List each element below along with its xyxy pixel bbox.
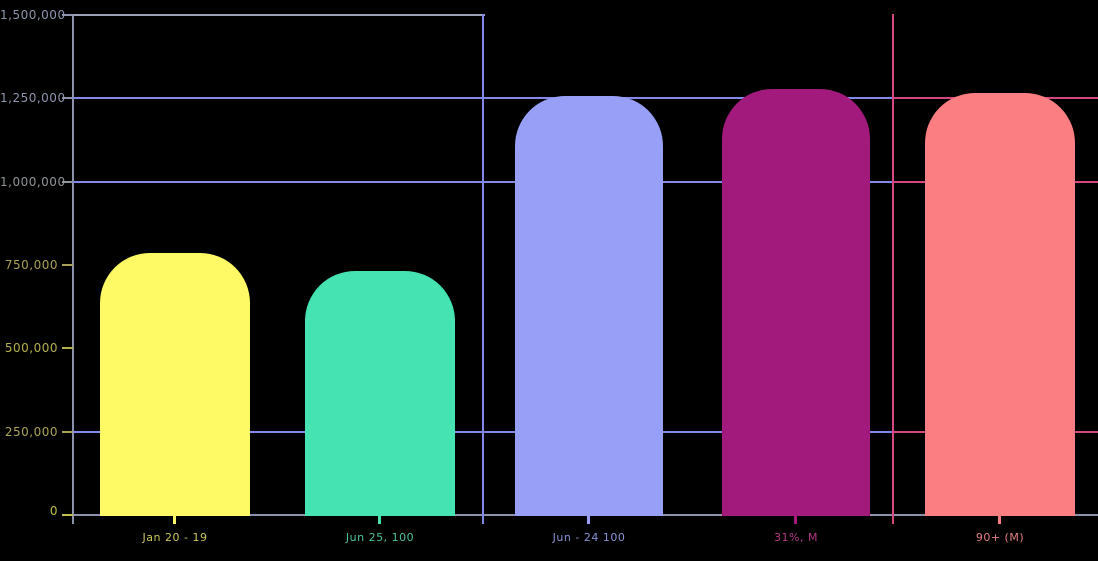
x-tick-5: [998, 516, 1001, 524]
x-tick-label-2: Jun 25, 100: [345, 531, 415, 544]
crosshair-vertical-pink: [892, 14, 894, 524]
y-tick-750000: [62, 264, 73, 266]
y-tick-label-1500000: 1,500,000: [0, 8, 66, 22]
bar-1: [100, 253, 250, 516]
x-tick-label-4: 31%, M: [774, 531, 818, 544]
x-tick-3: [587, 516, 590, 524]
y-axis-line: [72, 14, 74, 524]
x-tick-label-3: Jun - 24 100: [552, 531, 626, 544]
x-tick-label-5: 90+ (M): [975, 531, 1025, 544]
x-tick-4: [794, 516, 797, 524]
y-tick-label-1000000: 1,000,000: [0, 175, 66, 189]
y-tick-label-500000: 500,000: [4, 341, 58, 355]
bar-2: [305, 271, 455, 516]
bar-4: [722, 89, 870, 516]
bar-5: [925, 93, 1075, 516]
y-tick-label-250000: 250,000: [4, 425, 58, 439]
y-tick-label-0: 0: [49, 504, 58, 518]
y-tick-1500000: [62, 14, 73, 16]
y-tick-1250000: [62, 97, 73, 99]
y-tick-label-750000: 750,000: [4, 258, 58, 272]
x-tick-1: [173, 516, 176, 524]
x-tick-2: [378, 516, 381, 524]
y-tick-250000: [62, 431, 73, 433]
y-tick-500000: [62, 347, 73, 349]
bar-3: [515, 96, 663, 516]
crosshair-vertical-blue: [482, 14, 484, 524]
y-tick-1000000: [62, 181, 73, 183]
x-tick-label-1: Jan 20 - 19: [142, 531, 208, 544]
y-tick-0: [62, 514, 73, 516]
y-tick-label-1250000: 1,250,000: [0, 91, 66, 105]
gridline-1500000: [73, 14, 485, 16]
